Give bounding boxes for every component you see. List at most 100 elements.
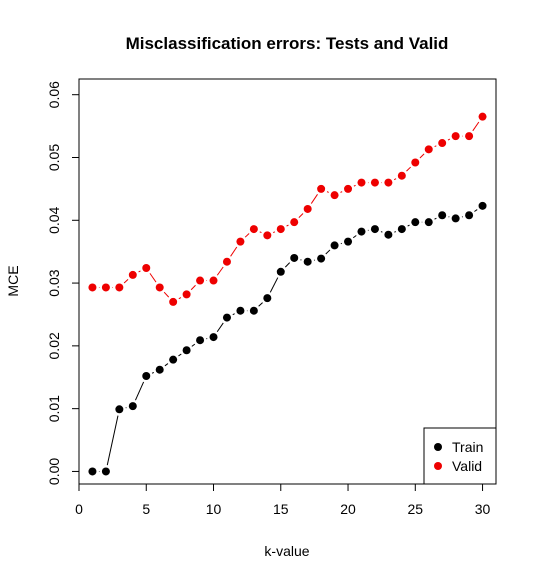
data-point-train <box>304 258 312 266</box>
y-axis: 0.00 0.01 0.02 0.03 0.04 0.05 0.06 <box>46 81 79 485</box>
x-tick-label: 20 <box>340 501 356 517</box>
data-point-train <box>236 307 244 315</box>
series-segment-train <box>259 303 263 307</box>
series-segment-train <box>394 232 395 233</box>
series-segment-train <box>270 278 278 293</box>
y-tick-label: 0.01 <box>46 395 62 422</box>
data-point-valid <box>344 185 352 193</box>
data-point-train <box>115 405 123 413</box>
y-tick-label: 0.00 <box>46 458 62 485</box>
series-segment-valid <box>231 247 237 256</box>
x-tick-label: 5 <box>142 501 150 517</box>
data-point-valid <box>223 258 231 266</box>
data-point-train <box>357 228 365 236</box>
data-point-train <box>344 238 352 246</box>
data-point-train <box>223 314 231 322</box>
series-segment-train <box>435 218 437 219</box>
data-point-valid <box>331 191 339 199</box>
data-point-valid <box>384 179 392 187</box>
data-point-valid <box>317 185 325 193</box>
series-segment-valid <box>139 271 141 272</box>
series-segment-train <box>353 235 356 237</box>
data-point-valid <box>210 277 218 285</box>
data-point-train <box>88 467 96 475</box>
x-axis: 0 5 10 15 20 25 30 <box>75 484 490 517</box>
data-point-valid <box>142 264 150 272</box>
series-segment-valid <box>260 232 262 233</box>
data-point-valid <box>156 283 164 291</box>
series-segment-valid <box>311 194 317 203</box>
data-point-valid <box>371 179 379 187</box>
x-tick-label: 25 <box>408 501 424 517</box>
series-segment-train <box>474 210 477 212</box>
data-point-train <box>411 218 419 226</box>
data-point-train <box>465 211 473 219</box>
data-point-train <box>398 225 406 233</box>
series-segment-valid <box>435 146 437 147</box>
series-segment-valid <box>273 232 275 233</box>
data-point-train <box>263 294 271 302</box>
series-segment-valid <box>340 192 342 193</box>
series-segment-valid <box>354 185 356 186</box>
series-segment-valid <box>150 273 156 282</box>
data-point-valid <box>304 205 312 213</box>
data-point-train <box>156 366 164 374</box>
data-point-valid <box>465 132 473 140</box>
series-layer <box>88 113 486 476</box>
series-segment-valid <box>124 279 128 283</box>
data-point-train <box>169 356 177 364</box>
series-segment-valid <box>164 292 169 297</box>
data-point-train <box>331 241 339 249</box>
data-point-valid <box>290 218 298 226</box>
series-segment-valid <box>327 192 329 193</box>
data-point-train <box>129 402 137 410</box>
data-point-valid <box>452 132 460 140</box>
series-segment-valid <box>179 298 181 299</box>
data-point-valid <box>277 225 285 233</box>
data-point-train <box>438 211 446 219</box>
data-point-train <box>142 372 150 380</box>
series-segment-valid <box>420 154 424 158</box>
x-tick-label: 10 <box>206 501 222 517</box>
x-tick-label: 0 <box>75 501 83 517</box>
data-point-valid <box>183 290 191 298</box>
series-segment-valid <box>217 267 223 275</box>
y-tick-label: 0.03 <box>46 269 62 296</box>
chart-title: Misclassification errors: Tests and Vali… <box>126 34 449 53</box>
data-point-valid <box>479 113 487 121</box>
series-segment-valid <box>394 179 396 180</box>
series-segment-valid <box>287 225 289 226</box>
y-tick-label: 0.06 <box>46 81 62 108</box>
data-point-valid <box>196 277 204 285</box>
data-point-valid <box>129 271 137 279</box>
data-point-train <box>371 225 379 233</box>
series-segment-train <box>152 372 154 373</box>
plot-frame <box>79 79 496 484</box>
series-segment-train <box>233 314 235 315</box>
data-point-valid <box>236 238 244 246</box>
data-point-valid <box>438 139 446 147</box>
series-segment-train <box>178 354 181 356</box>
y-tick-label: 0.05 <box>46 144 62 171</box>
series-segment-valid <box>191 285 195 290</box>
data-point-train <box>210 333 218 341</box>
data-point-train <box>250 307 258 315</box>
series-segment-train <box>135 382 143 400</box>
data-point-train <box>183 346 191 354</box>
legend-marker <box>434 462 442 470</box>
data-point-valid <box>398 172 406 180</box>
data-point-valid <box>425 145 433 153</box>
data-point-valid <box>169 298 177 306</box>
series-segment-valid <box>473 122 479 131</box>
data-point-train <box>277 268 285 276</box>
data-point-valid <box>263 231 271 239</box>
data-point-train <box>425 218 433 226</box>
data-point-valid <box>357 179 365 187</box>
series-segment-valid <box>299 214 303 218</box>
series-segment-valid <box>448 139 450 140</box>
legend: Train Valid <box>424 428 496 484</box>
data-point-valid <box>250 225 258 233</box>
series-segment-train <box>165 364 168 366</box>
series-valid <box>88 113 486 306</box>
